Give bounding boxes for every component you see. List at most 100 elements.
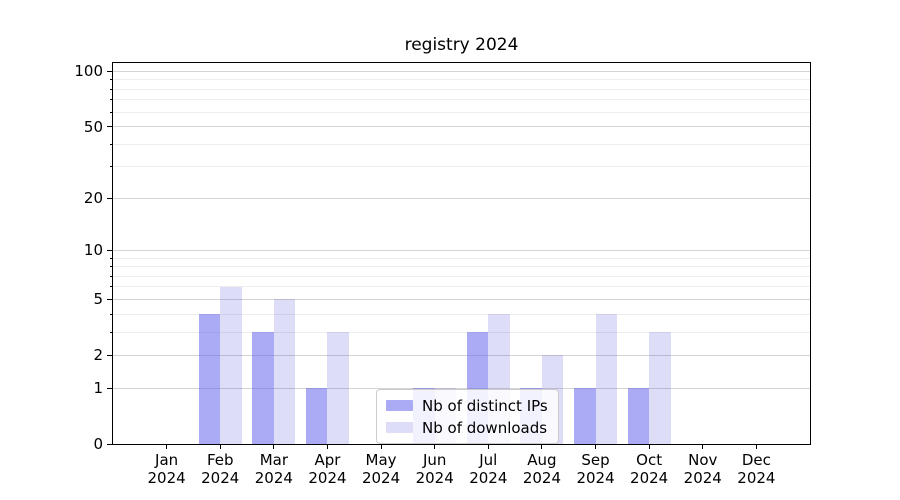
x-tick-year: 2024 xyxy=(361,469,401,487)
x-tick-month: Feb xyxy=(206,451,234,469)
x-tick-month: Jun xyxy=(422,451,447,469)
x-tick-month: May xyxy=(365,451,397,469)
y-tick-mark xyxy=(107,387,112,389)
y-tick-label-100: 100 xyxy=(74,62,103,81)
y-gridline-major xyxy=(113,70,810,72)
x-tick-mark xyxy=(219,444,221,449)
bar-nb-of-downloads-apr xyxy=(327,332,349,444)
y-tick-mark xyxy=(107,126,112,128)
x-tick-mark xyxy=(326,444,328,449)
x-tick-label-mar: Mar 2024 xyxy=(229,451,319,487)
x-tick-month: Mar xyxy=(259,451,288,469)
y-gridline-major xyxy=(113,126,810,128)
y-gridline-minor xyxy=(113,266,810,268)
x-tick-year: 2024 xyxy=(522,469,562,487)
y-tick-mark xyxy=(107,70,112,72)
legend-item-downloads: Nb of downloads xyxy=(386,418,548,437)
x-tick-mark xyxy=(595,444,597,449)
legend-label-distinct-ips: Nb of distinct IPs xyxy=(422,396,548,415)
y-gridline-minor xyxy=(113,79,810,81)
y-tick-mark xyxy=(107,354,112,356)
x-tick-label-sep: Sep 2024 xyxy=(551,451,641,487)
y-gridline-minor xyxy=(113,143,810,145)
x-tick-month: Oct xyxy=(636,451,663,469)
x-tick-mark xyxy=(702,444,704,449)
x-tick-month: Jul xyxy=(479,451,498,469)
y-tick-label-0: 0 xyxy=(93,435,103,453)
y-tick-label-10: 10 xyxy=(83,241,103,260)
chart-title: registry 2024 xyxy=(404,35,519,55)
x-tick-year: 2024 xyxy=(147,469,186,487)
bar-nb-of-downloads-mar xyxy=(273,299,296,444)
bar-nb-of-distinct-ips-mar xyxy=(252,332,274,444)
y-minor-tick-mark xyxy=(110,143,112,145)
bar-nb-of-distinct-ips-sep xyxy=(574,388,596,444)
x-tick-year: 2024 xyxy=(469,469,508,487)
bar-nb-of-distinct-ips-oct xyxy=(627,388,650,444)
x-tick-mark xyxy=(273,444,275,449)
bar-nb-of-downloads-oct xyxy=(649,332,671,444)
legend: Nb of distinct IPs Nb of downloads xyxy=(376,389,559,444)
x-tick-mark xyxy=(166,444,168,449)
y-gridline-major xyxy=(113,354,810,356)
x-tick-label-jan: Jan 2024 xyxy=(122,451,212,487)
y-tick-label-5: 5 xyxy=(93,290,103,309)
bar-nb-of-distinct-ips-feb xyxy=(198,314,221,444)
plot-area: 100 50 20 10 5 2 1 0 Jan 2024 Feb 2024 Mar 2024 Apr 202… xyxy=(74,62,811,487)
x-tick-mark xyxy=(541,444,543,449)
x-tick-mark xyxy=(487,444,489,449)
y-gridline-minor xyxy=(113,275,810,277)
y-minor-tick-mark xyxy=(110,266,112,268)
x-tick-year: 2024 xyxy=(201,469,240,487)
y-tick-mark xyxy=(107,249,112,251)
x-tick-month: Jan xyxy=(155,451,179,469)
y-tick-mark xyxy=(107,443,112,445)
y-tick-label-20: 20 xyxy=(83,189,103,208)
y-tick-label-1: 1 xyxy=(93,379,103,398)
y-tick-label-2: 2 xyxy=(93,346,103,365)
y-gridline-minor xyxy=(113,166,810,168)
legend-label-downloads: Nb of downloads xyxy=(422,418,548,437)
x-tick-year: 2024 xyxy=(308,469,347,487)
x-tick-month: Aug xyxy=(527,451,557,469)
x-tick-label-apr: Apr 2024 xyxy=(282,451,372,487)
y-minor-tick-mark xyxy=(110,286,112,288)
bar-nb-of-downloads-sep xyxy=(595,314,617,444)
y-gridline-minor xyxy=(113,286,810,288)
x-tick-year: 2024 xyxy=(737,469,776,487)
x-tick-year: 2024 xyxy=(415,469,454,487)
y-minor-tick-mark xyxy=(110,275,112,277)
x-tick-label-oct: Oct 2024 xyxy=(604,451,694,487)
y-gridline-minor xyxy=(113,331,810,333)
y-gridline-minor xyxy=(113,99,810,101)
y-minor-tick-mark xyxy=(110,99,112,101)
x-tick-label-dec: Dec 2024 xyxy=(711,451,801,487)
x-tick-month: Sep xyxy=(581,451,610,469)
legend-item-distinct-ips: Nb of distinct IPs xyxy=(386,396,548,415)
y-gridline-minor xyxy=(113,313,810,315)
y-minor-tick-mark xyxy=(110,79,112,81)
x-tick-month: Dec xyxy=(741,451,771,469)
y-gridline-minor xyxy=(113,257,810,259)
x-tick-month: Apr xyxy=(314,451,341,469)
x-tick-mark xyxy=(648,444,650,449)
y-gridline-major xyxy=(113,197,810,199)
y-minor-tick-mark xyxy=(110,111,112,113)
x-tick-mark xyxy=(380,444,382,449)
legend-swatch-distinct-ips xyxy=(386,400,413,411)
y-gridline-major xyxy=(113,298,810,300)
y-minor-tick-mark xyxy=(110,257,112,259)
x-tick-label-may: May 2024 xyxy=(336,451,426,487)
y-gridline-major xyxy=(113,387,810,389)
bar-nb-of-downloads-feb xyxy=(220,286,242,444)
bar-nb-of-distinct-ips-apr xyxy=(306,388,328,444)
x-tick-label-jul: Jul 2024 xyxy=(443,451,533,487)
x-tick-label-feb: Feb 2024 xyxy=(175,451,265,487)
x-tick-year: 2024 xyxy=(576,469,615,487)
y-tick-mark xyxy=(107,197,112,199)
x-tick-year: 2024 xyxy=(683,469,722,487)
y-gridline-minor xyxy=(113,111,810,113)
x-tick-mark xyxy=(755,444,757,449)
legend-swatch-downloads xyxy=(386,422,413,433)
